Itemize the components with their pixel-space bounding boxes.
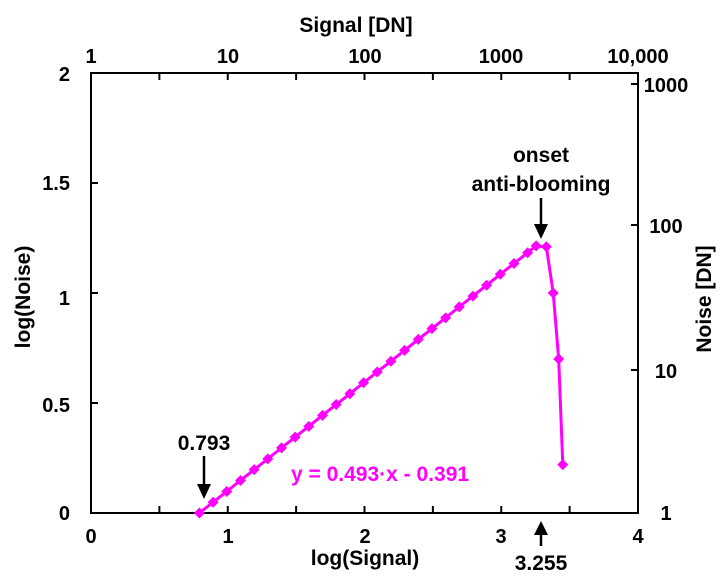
series-layer: [193, 240, 569, 519]
data-point: [522, 247, 534, 259]
data-point: [440, 312, 452, 324]
top-axis-title: Signal [DN]: [299, 14, 412, 37]
right-axis-title: Noise [DN]: [693, 245, 716, 352]
arrows: [197, 198, 548, 546]
right-tick-label: 1: [660, 503, 671, 525]
y-tick-label: 1: [59, 288, 70, 310]
data-point: [248, 464, 260, 476]
y-tick-label: 2: [59, 64, 70, 86]
top-tick-label: 1000: [479, 46, 524, 68]
data-point: [330, 399, 342, 411]
top-tick-label: 10,000: [607, 46, 668, 68]
data-point: [508, 258, 520, 270]
data-point: [303, 420, 315, 432]
x-tick-label: 4: [632, 526, 644, 548]
data-point: [453, 301, 465, 313]
data-point: [262, 453, 274, 465]
onset-value-arrowhead: [534, 521, 548, 535]
fit-equation: y = 0.493·x - 0.391: [291, 463, 469, 486]
y-tick-label: 0: [59, 503, 70, 525]
data-point: [540, 241, 552, 253]
data-point: [553, 353, 565, 365]
y-tick-labels: 0 0.5 1 1.5 2: [42, 64, 70, 525]
top-tick-labels: 1 10 100 1000 10,000: [85, 46, 668, 68]
data-point: [289, 431, 301, 443]
y-tick-label: 1.5: [42, 173, 70, 195]
top-tick-label: 100: [348, 46, 381, 68]
x-tick-labels: 0 1 2 3 4: [85, 526, 644, 548]
data-point: [317, 409, 329, 421]
x-tick-label: 3: [495, 526, 506, 548]
data-point: [426, 323, 438, 335]
x-tick-label: 1: [222, 526, 233, 548]
right-tick-label: 10: [655, 361, 677, 383]
onset-value-label: 3.255: [515, 552, 568, 575]
start-value-label: 0.793: [178, 432, 231, 455]
data-point: [371, 366, 383, 378]
data-point: [358, 377, 370, 389]
data-point: [207, 496, 219, 508]
data-point: [193, 507, 205, 519]
data-point: [412, 333, 424, 345]
data-point: [467, 290, 479, 302]
data-point: [385, 355, 397, 367]
y-axis-title: log(Noise): [12, 246, 35, 349]
start-arrowhead: [197, 484, 211, 499]
data-point: [221, 485, 233, 497]
data-point: [530, 240, 542, 252]
top-tick-label: 1: [85, 46, 96, 68]
data-point: [481, 279, 493, 291]
data-point: [275, 442, 287, 454]
data-point: [344, 388, 356, 400]
data-point: [234, 474, 246, 486]
right-tick-label: 1000: [644, 75, 689, 97]
data-point: [494, 268, 506, 280]
data-point: [547, 287, 559, 299]
right-tick-labels: 1 10 100 1000: [644, 75, 689, 525]
data-point: [399, 344, 411, 356]
onset-label-line2: anti-blooming: [472, 173, 611, 196]
tick-marks: [90, 72, 639, 514]
right-tick-label: 100: [649, 216, 682, 238]
top-tick-label: 10: [217, 46, 239, 68]
data-point: [557, 459, 569, 471]
y-tick-label: 0.5: [42, 395, 70, 417]
x-tick-label: 2: [359, 526, 370, 548]
x-tick-label: 0: [85, 526, 96, 548]
x-axis-title: log(Signal): [311, 547, 420, 570]
onset-label-line1: onset: [513, 144, 569, 167]
onset-arrowhead: [534, 224, 548, 239]
